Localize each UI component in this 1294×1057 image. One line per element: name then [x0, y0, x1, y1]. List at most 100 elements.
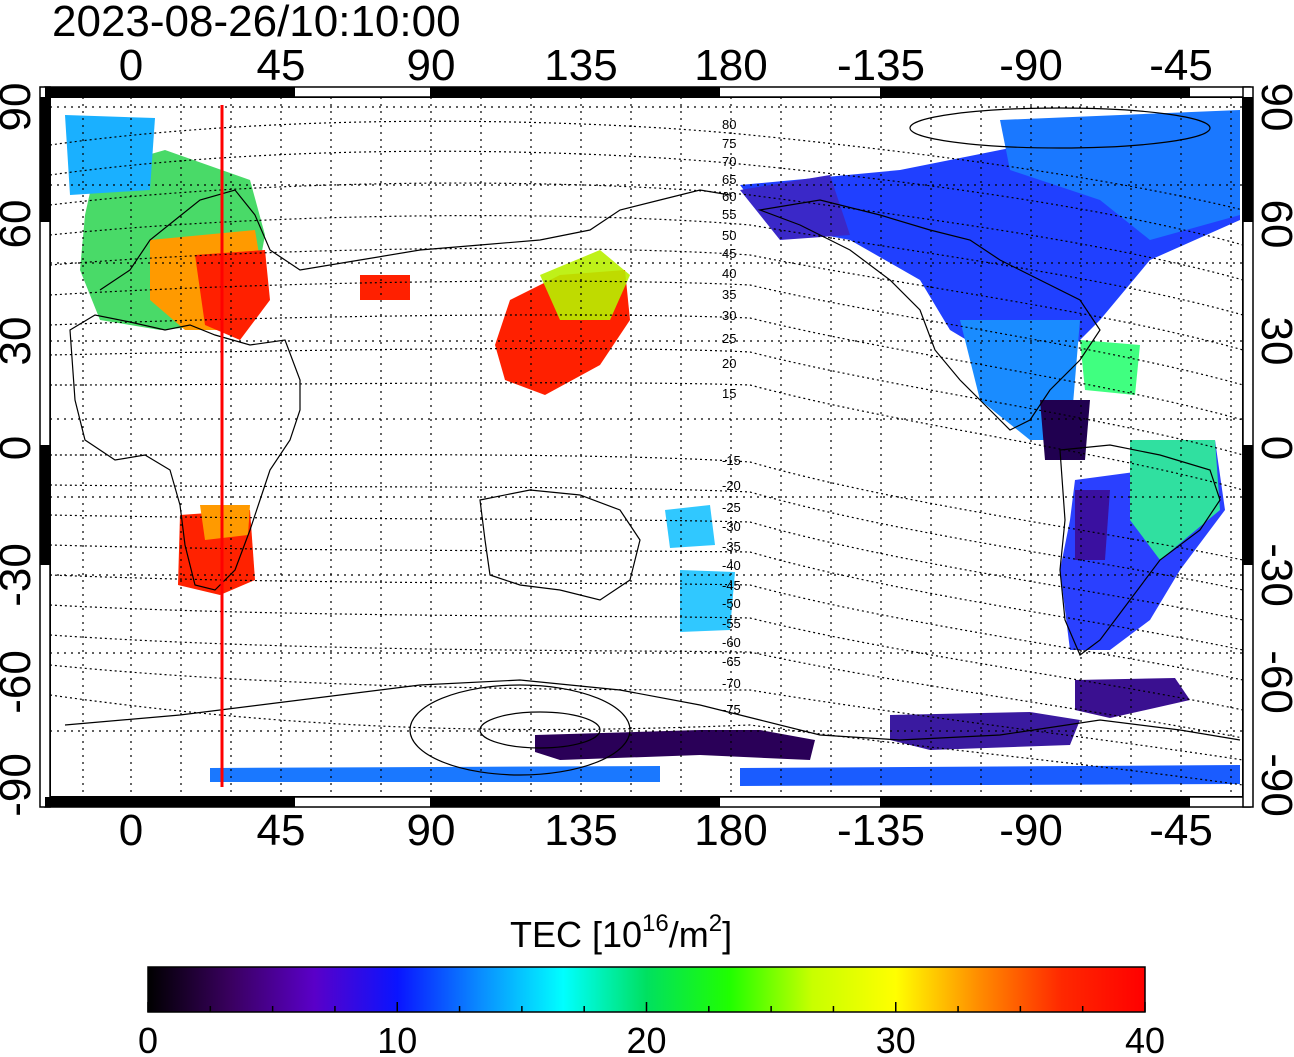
bottom-lon-label-6: -90	[999, 806, 1063, 855]
contour-label-22: -55	[722, 616, 741, 631]
frame-ticks	[39, 86, 1254, 808]
bottom-lon-label-7: -45	[1149, 806, 1213, 855]
tec-region-mediterranean	[195, 250, 270, 340]
contour-labels: 80 75 70 65 60 55 50 45 40 35 30 25 20 15 -15 -20 -25 -30…	[722, 117, 741, 717]
colorbar-label-0: 0	[138, 1020, 158, 1057]
right-lat-label-0: 90	[1252, 83, 1294, 132]
contour-label-16: -25	[722, 500, 741, 515]
colorbar-title-end: ]	[722, 914, 732, 955]
contour-label-6: 50	[722, 228, 736, 243]
contour-label-7: 45	[722, 246, 736, 261]
contour-label-18: -35	[722, 539, 741, 554]
contour-label-14: -15	[722, 453, 741, 468]
contour-label-20: -45	[722, 578, 741, 593]
tec-region-south-pole-band-west	[740, 765, 1240, 786]
tec-region-canada	[1000, 110, 1240, 240]
right-lat-label-6: -90	[1252, 753, 1294, 817]
tec-region-antarctic-peninsula	[890, 712, 1080, 750]
contour-label-1: 75	[722, 136, 736, 151]
bottom-lon-label-3: 135	[544, 806, 617, 855]
magnetic-contours	[50, 120, 1243, 786]
top-lon-label-6: -90	[999, 41, 1063, 90]
tec-region-alaska	[740, 175, 850, 240]
right-lat-label-3: 0	[1252, 436, 1294, 460]
contour-label-0: 80	[722, 117, 736, 132]
tec-region-greenland-europe	[65, 115, 155, 195]
contour-label-4: 60	[722, 189, 736, 204]
left-lat-label-2: 30	[0, 317, 40, 366]
top-lon-label-4: 180	[694, 41, 767, 90]
colorbar-title-mid: /m	[669, 914, 709, 955]
tec-region-central-asia	[360, 275, 410, 300]
right-lat-label-4: -30	[1252, 543, 1294, 607]
colorbar-title-main: TEC [10	[510, 914, 642, 955]
contour-label-3: 65	[722, 172, 736, 187]
bottom-lon-label-1: 45	[257, 806, 306, 855]
colorbar-title-exp2: 2	[709, 910, 722, 937]
map-panel: 80 75 70 65 60 55 50 45 40 35 30 25 20 15 -15 -20 -25 -30…	[49, 96, 1244, 798]
bottom-lon-label-5: -135	[837, 806, 925, 855]
contour-label-11: 25	[722, 331, 736, 346]
contour-label-21: -50	[722, 596, 741, 611]
tec-region-pacific-islands	[665, 505, 715, 548]
bottom-lon-label-4: 180	[694, 806, 767, 855]
colorbar-title: TEC [1016/m2]	[510, 910, 732, 955]
contour-label-26: -75	[722, 702, 741, 717]
bottom-longitude-labels: 0 45 90 135 180 -135 -90 -45	[119, 806, 1213, 855]
tec-region-brazil	[1130, 440, 1220, 560]
contour-label-24: -65	[722, 654, 741, 669]
top-lon-label-3: 135	[544, 41, 617, 90]
top-lon-label-2: 90	[407, 41, 456, 90]
bottom-lon-label-2: 90	[407, 806, 456, 855]
contour-label-8: 40	[722, 266, 736, 281]
left-lat-label-0: 90	[0, 83, 40, 132]
tec-region-antarctica-dark	[535, 730, 815, 760]
contour-label-17: -30	[722, 519, 741, 534]
left-latitude-labels: 90 60 30 0 -30 -60 -90	[0, 83, 40, 817]
top-lon-label-5: -135	[837, 41, 925, 90]
right-lat-label-5: -60	[1252, 650, 1294, 714]
contour-label-25: -70	[722, 676, 741, 691]
colorbar-label-4: 40	[1125, 1020, 1165, 1057]
colorbar: TEC [1016/m2] 0 10 20 30 40	[138, 910, 1165, 1057]
left-lat-label-5: -60	[0, 650, 40, 714]
colorbar-tick-labels: 0 10 20 30 40	[138, 1020, 1165, 1057]
left-lat-label-4: -30	[0, 543, 40, 607]
top-lon-label-0: 0	[119, 41, 143, 90]
tec-region-south-shetland	[1075, 678, 1190, 718]
contour-label-23: -60	[722, 635, 741, 650]
tec-region-new-zealand	[680, 570, 735, 632]
tec-region-andes	[1075, 490, 1110, 560]
right-lat-label-1: 60	[1252, 200, 1294, 249]
timestamp-title: 2023-08-26/10:10:00	[52, 0, 461, 46]
contour-label-9: 35	[722, 287, 736, 302]
tec-region-japan	[540, 250, 630, 320]
top-lon-label-1: 45	[257, 41, 306, 90]
top-lon-label-7: -45	[1149, 41, 1213, 90]
contour-label-10: 30	[722, 308, 736, 323]
tec-region-panama-dark	[1040, 400, 1090, 460]
top-longitude-labels: 0 45 90 135 180 -135 -90 -45	[119, 41, 1213, 90]
left-lat-label-3: 0	[0, 436, 40, 460]
contour-label-2: 70	[722, 154, 736, 169]
contour-label-13: 15	[722, 386, 736, 401]
contour-label-5: 55	[722, 207, 736, 222]
tec-region-africa-orange	[200, 505, 250, 540]
colorbar-title-exp1: 16	[642, 910, 669, 937]
contour-label-19: -40	[722, 558, 741, 573]
colorbar-label-3: 30	[876, 1020, 916, 1057]
bottom-lon-label-0: 0	[119, 806, 143, 855]
colorbar-label-2: 20	[626, 1020, 666, 1057]
colorbar-ticks	[147, 1002, 1146, 1012]
contour-label-12: 20	[722, 356, 736, 371]
tec-region-south-pole-band	[210, 766, 660, 782]
graticule	[50, 97, 1243, 797]
coastlines	[64, 107, 1241, 776]
contour-label-15: -20	[722, 478, 741, 493]
colorbar-label-1: 10	[377, 1020, 417, 1057]
tec-region-caribbean	[1080, 340, 1140, 395]
left-lat-label-6: -90	[0, 753, 40, 817]
right-lat-label-2: 30	[1252, 317, 1294, 366]
right-latitude-labels: 90 60 30 0 -30 -60 -90	[1252, 83, 1294, 817]
